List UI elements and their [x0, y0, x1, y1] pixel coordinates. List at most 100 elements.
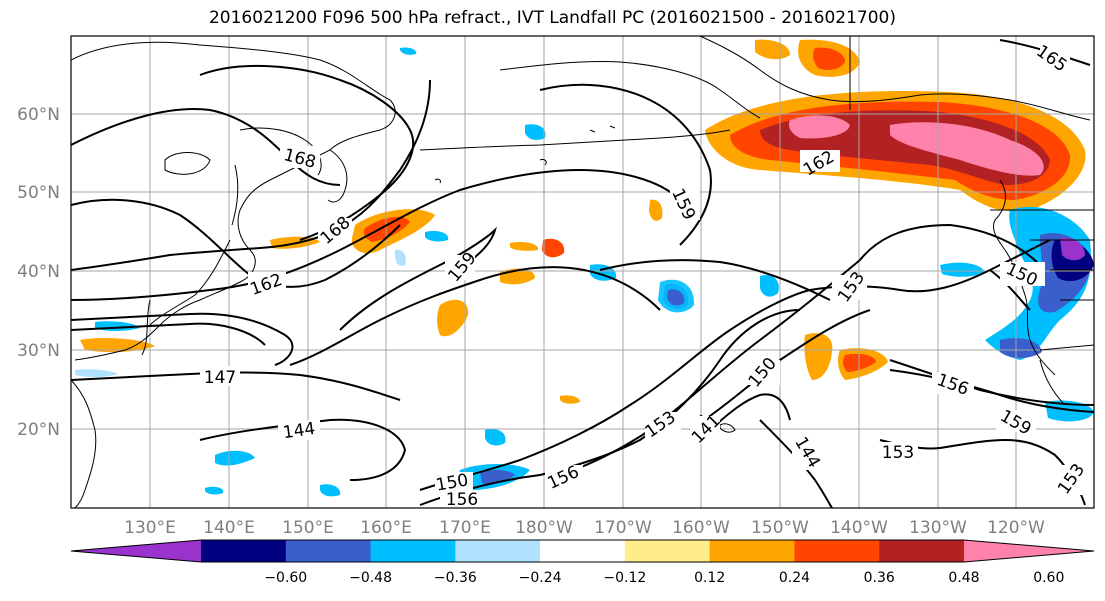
coast-bering	[499, 61, 761, 119]
coast-bc	[992, 179, 1006, 251]
island-north-1	[164, 152, 211, 175]
colorbar-tick-label: −0.24	[519, 570, 562, 586]
shade-lblue-2	[400, 47, 417, 55]
colorbar-tick-label: −0.12	[603, 570, 646, 586]
shade-blue-10	[320, 484, 341, 497]
shade-midpac4	[649, 199, 663, 221]
map-area: 168 168 162 159 159 162 153 150 147 150 …	[71, 36, 1094, 510]
shade-alaska-pink1	[788, 115, 850, 139]
coast-alaska	[699, 36, 1091, 121]
contour-168-a	[71, 108, 341, 186]
shade-west-orange	[80, 338, 155, 353]
lat-label: 50°N	[17, 183, 60, 203]
lon-label: 170°E	[439, 518, 491, 538]
contour-150-a	[419, 329, 731, 491]
contour-147-a	[71, 371, 401, 401]
shade-blue-6b	[480, 469, 515, 485]
contour-153-b	[559, 259, 861, 476]
coast-china	[71, 379, 97, 508]
island-aleut-2	[609, 125, 616, 129]
shade-blue-5	[425, 230, 449, 242]
border-mexico	[1039, 344, 1094, 351]
lon-label: 160°E	[360, 518, 412, 538]
colorbar-tick-label: 0.36	[864, 570, 895, 586]
lon-label: 140°W	[830, 518, 888, 538]
contour-159-a	[71, 168, 681, 301]
contour-156-a	[71, 312, 294, 366]
shade-blue-7	[485, 429, 506, 446]
contour-144-b	[759, 419, 833, 508]
lon-label: 180°W	[515, 518, 573, 538]
shade-blue-4	[525, 124, 546, 141]
shade-alaska-pink2	[890, 122, 1044, 176]
contour-156-b	[289, 266, 661, 366]
shade-blue-1c	[667, 289, 685, 306]
coast-baja	[1039, 359, 1066, 406]
colorbar-segment	[879, 540, 965, 562]
shade-blue-12	[75, 369, 118, 378]
contour-153-c	[859, 223, 1041, 266]
colorbar-tick-label: −0.36	[434, 570, 477, 586]
colorbar-segment	[624, 540, 711, 562]
colorbar-segment	[201, 540, 287, 562]
lon-label: 150°E	[282, 518, 334, 538]
contour-150-c	[989, 269, 1031, 311]
contour-168-b	[199, 64, 415, 241]
lon-label: 150°W	[751, 518, 809, 538]
contour-label-147: 147	[204, 368, 236, 388]
contour-label-156-c: 156	[446, 490, 478, 510]
shade-kamchatka-red	[363, 216, 410, 242]
lat-label: 60°N	[17, 105, 60, 125]
lon-label: 130°W	[909, 518, 967, 538]
colorbar-segment	[709, 540, 795, 562]
colorbar-segment	[370, 540, 456, 562]
colorbar: −0.60 −0.48 −0.36 −0.24 −0.12 0.12 0.24 0.36 0.4…	[70, 539, 1095, 586]
shade-midpac-small	[560, 395, 580, 404]
colorbar-extend-low	[71, 540, 201, 562]
shade-blue-3	[760, 274, 779, 297]
colorbar-segment	[794, 540, 880, 562]
shade-midpac5	[510, 241, 539, 251]
shade-midpac3	[542, 238, 565, 258]
shade-lblue-1	[394, 249, 406, 266]
shade-blue-11	[205, 486, 224, 495]
colorbar-tick-label: 0.60	[1033, 570, 1064, 586]
lon-label: 160°W	[672, 518, 730, 538]
latitude-labels: 60°N 50°N 40°N 30°N 20°N	[17, 105, 60, 440]
coast-aleutians	[419, 129, 731, 151]
coast-okhotsk	[239, 127, 322, 176]
lon-label: 170°W	[594, 518, 652, 538]
colorbar-outline	[70, 539, 1095, 563]
contour-159-b	[539, 83, 712, 246]
coast-korea	[141, 299, 151, 356]
contour-153-a	[71, 322, 266, 346]
contour-162-b	[71, 79, 431, 271]
contour-144-a	[199, 418, 407, 481]
shade-alaska-top2	[755, 39, 790, 60]
contour-label-153-c: 153	[882, 443, 914, 463]
colorbar-tick-label: 0.12	[694, 570, 725, 586]
contour-156-c	[419, 309, 801, 506]
contour-label-144-a: 144	[282, 419, 317, 443]
island-north-2	[539, 159, 547, 166]
coast-kamchatka	[327, 149, 348, 203]
shade-socal	[940, 262, 985, 277]
colorbar-tick-label: −0.48	[349, 570, 392, 586]
lon-label: 120°W	[987, 518, 1045, 538]
shade-westcoast-purple	[1060, 237, 1085, 261]
shade-blue-8	[215, 450, 255, 466]
contour-156-d	[889, 359, 1094, 406]
island-aleut-1	[589, 129, 596, 133]
map-frame	[70, 35, 1095, 509]
map-title: 2016021200 F096 500 hPa refract., IVT La…	[208, 8, 896, 28]
lat-label: 20°N	[17, 420, 60, 440]
lon-label: 130°E	[124, 518, 176, 538]
colorbar-segment	[285, 540, 372, 562]
island-hawaii	[719, 423, 736, 433]
colorbar-tick-label: −0.60	[264, 570, 307, 586]
shade-alaska-top-red	[813, 47, 845, 70]
coast-sakhalin	[231, 164, 239, 226]
colorbar-segment	[455, 540, 541, 562]
lon-label: 140°E	[203, 518, 255, 538]
